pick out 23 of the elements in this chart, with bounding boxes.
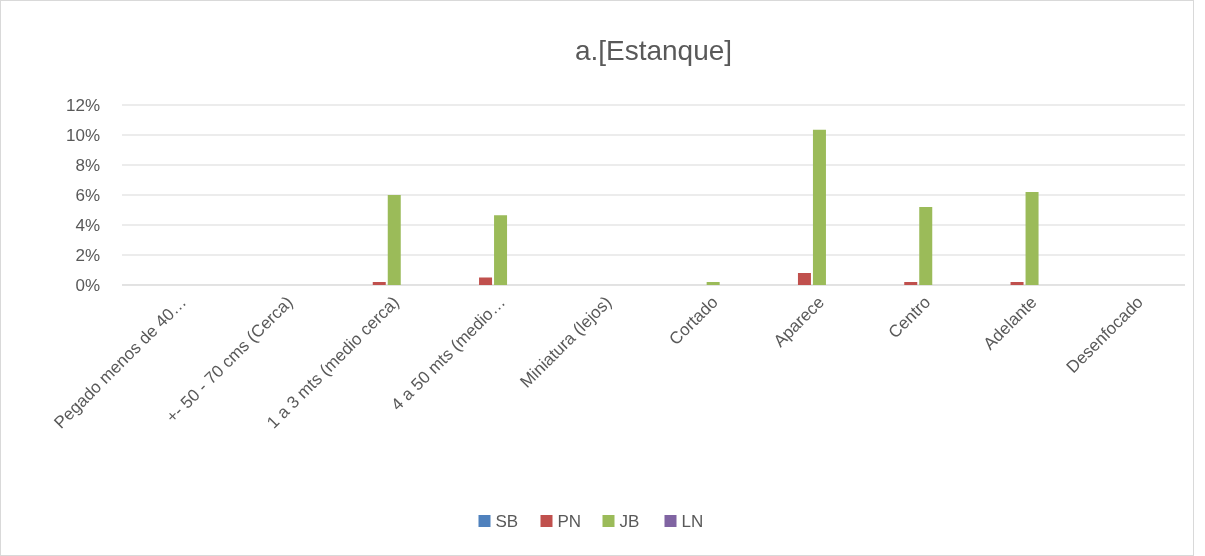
y-tick-label: 2% — [75, 245, 100, 265]
bar — [479, 277, 493, 285]
bar — [812, 129, 826, 285]
bar — [1025, 192, 1039, 285]
legend-label: JB — [619, 511, 640, 531]
y-tick-label: 10% — [65, 125, 100, 145]
bar — [904, 282, 918, 285]
y-tick-label: 8% — [75, 155, 100, 175]
bar — [706, 282, 720, 285]
y-tick-label: 6% — [75, 185, 100, 205]
bar — [387, 195, 401, 285]
bar — [919, 207, 933, 285]
bar — [494, 215, 508, 285]
y-tick-label: 0% — [75, 275, 100, 295]
y-tick-label: 4% — [75, 215, 100, 235]
legend-label: SB — [495, 511, 519, 531]
bar — [1010, 282, 1024, 285]
bar — [372, 282, 386, 285]
chart-title: a.[Estanque] — [574, 35, 733, 66]
bar — [797, 273, 811, 285]
legend-label: LN — [681, 511, 704, 531]
y-tick-label: 12% — [65, 95, 100, 115]
legend-label: PN — [557, 511, 582, 531]
